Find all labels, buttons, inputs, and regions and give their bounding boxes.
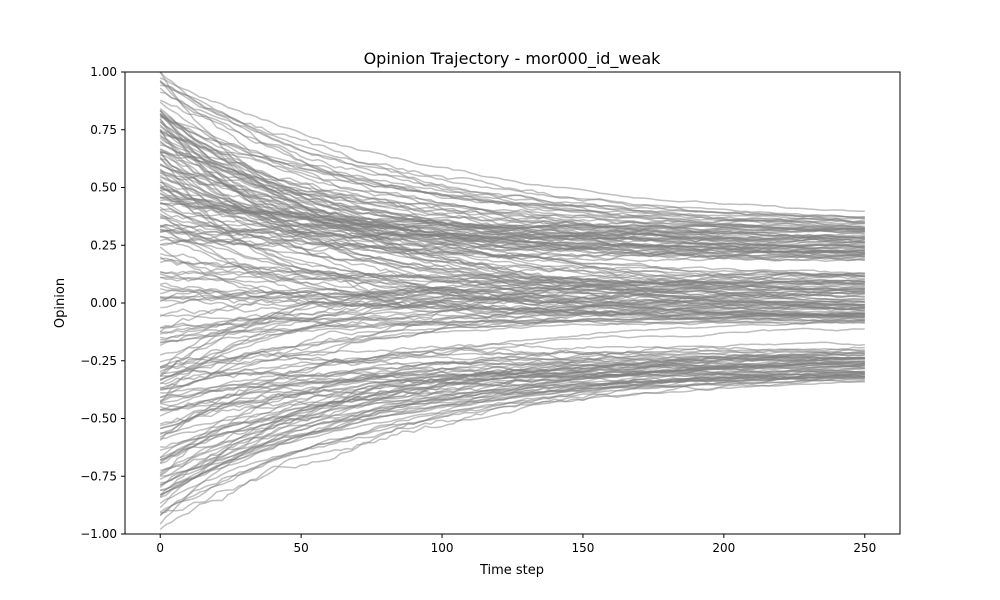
trajectory-line [160, 289, 865, 390]
trajectory-line [160, 367, 865, 484]
trajectory-line [159, 281, 865, 370]
trajectory-line [159, 380, 865, 505]
trajectory-line [160, 117, 865, 226]
x-tick-label: 250 [853, 541, 876, 555]
x-tick-label: 50 [293, 541, 308, 555]
trajectory-line [160, 232, 865, 249]
trajectory-line [159, 223, 865, 239]
trajectory-line [159, 110, 865, 310]
trajectory-line [159, 286, 865, 301]
y-axis-ticks: −1.00 −0.75 −0.50 −0.25 0.00 0.25 0.50 0.75 1.00 [80, 65, 125, 541]
trajectory-line [159, 71, 865, 256]
trajectory-line [159, 156, 865, 319]
trajectory-line [159, 348, 865, 368]
trajectory-line [159, 164, 865, 244]
trajectory-line [160, 327, 865, 391]
y-tick-label: −1.00 [80, 527, 117, 541]
y-tick-label: 0.50 [90, 181, 117, 195]
y-tick-label: −0.25 [80, 354, 117, 368]
trajectory-line [159, 358, 865, 411]
trajectory-line [159, 81, 865, 219]
trajectory-line [160, 269, 865, 280]
trajectory-line [160, 208, 865, 262]
trajectory-line [159, 277, 865, 333]
trajectory-lines [159, 71, 865, 530]
trajectory-line [159, 319, 865, 381]
trajectory-line [159, 285, 865, 373]
x-tick-label: 0 [156, 541, 164, 555]
trajectory-line [159, 213, 865, 316]
trajectory-line [159, 365, 865, 461]
x-axis-ticks: 0 50 100 150 200 250 [156, 534, 876, 555]
trajectory-line [160, 378, 865, 440]
y-tick-label: 0.75 [90, 123, 117, 137]
y-tick-label: 0.00 [90, 296, 117, 310]
trajectory-line [159, 353, 865, 477]
trajectory-line [159, 315, 865, 344]
chart-title: Opinion Trajectory - mor000_id_weak [364, 49, 662, 69]
trajectory-line [159, 79, 865, 229]
trajectory-line [160, 84, 865, 224]
x-tick-label: 200 [712, 541, 735, 555]
trajectory-line [159, 171, 865, 232]
trajectory-line [160, 368, 865, 412]
trajectory-line [160, 291, 865, 377]
y-axis-label: Opinion [53, 278, 68, 328]
trajectory-line [159, 148, 865, 275]
x-tick-label: 150 [572, 541, 595, 555]
trajectory-line [160, 238, 865, 253]
trajectory-line [159, 273, 865, 307]
trajectory-line [159, 360, 865, 509]
trajectory-line [159, 376, 865, 517]
trajectory-line [160, 341, 865, 369]
x-tick-label: 100 [431, 541, 454, 555]
trajectory-line [159, 77, 865, 213]
trajectory-line [160, 228, 865, 291]
y-tick-label: −0.75 [80, 469, 117, 483]
trajectory-line [159, 189, 865, 280]
y-tick-label: −0.50 [80, 412, 117, 426]
x-axis-label: Time step [479, 563, 544, 578]
y-tick-label: 1.00 [90, 65, 117, 79]
trajectory-line [159, 365, 865, 399]
trajectory-line [159, 109, 865, 258]
y-tick-label: 0.25 [90, 238, 117, 252]
